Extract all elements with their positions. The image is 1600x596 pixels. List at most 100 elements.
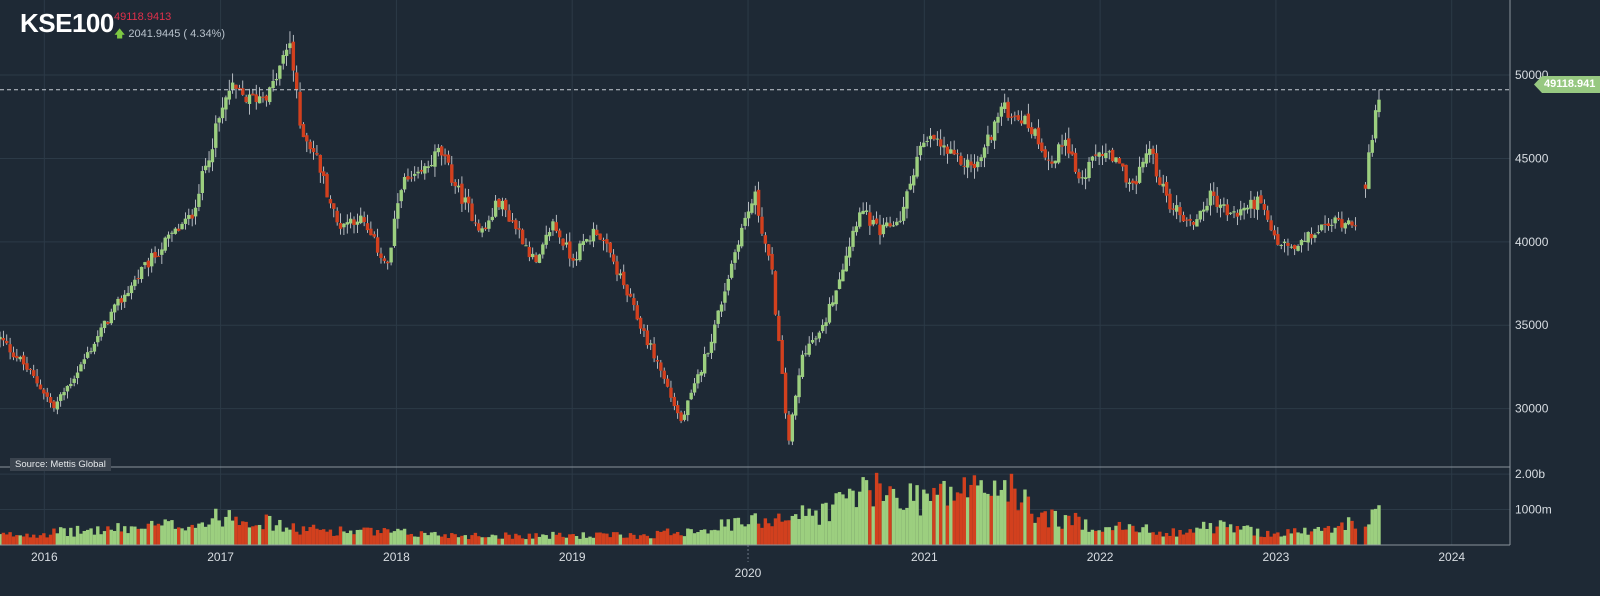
candle-body: [854, 226, 859, 233]
candle-body: [1228, 212, 1233, 214]
volume-bar: [837, 492, 842, 545]
volume-bar: [652, 538, 656, 545]
candle-body: [1373, 110, 1378, 139]
volume-bar: [1377, 505, 1381, 545]
candle-body: [713, 324, 717, 344]
candle-body: [794, 395, 798, 416]
volume-bar: [1094, 530, 1098, 545]
candle-body: [524, 245, 528, 247]
candle-body: [460, 183, 464, 204]
candle-body: [726, 278, 730, 291]
candle-body: [868, 212, 872, 226]
volume-bar: [1289, 533, 1294, 545]
volume-bar: [1100, 531, 1105, 545]
candle-body: [473, 222, 478, 224]
candle-body: [557, 230, 562, 238]
volume-bar: [433, 531, 437, 545]
volume-bar: [237, 525, 242, 545]
volume-bar: [453, 534, 457, 545]
volume-bar: [1110, 530, 1115, 545]
candle-body: [702, 354, 707, 374]
volume-bar: [1286, 529, 1290, 545]
volume-bar: [1333, 527, 1337, 545]
candle-body: [338, 223, 343, 229]
volume-bar: [1363, 526, 1368, 545]
candle-body: [153, 251, 157, 258]
y-tick-label: 45000: [1515, 151, 1549, 165]
candle-body: [173, 228, 178, 234]
candle-body: [1063, 139, 1068, 146]
candle-body: [271, 81, 275, 89]
candle-body: [584, 239, 589, 242]
candle-body: [1185, 219, 1189, 221]
candle-body: [507, 210, 511, 222]
candle-body: [1003, 102, 1007, 109]
volume-bar: [446, 538, 451, 545]
candle-body: [669, 387, 673, 398]
volume-bar: [989, 495, 993, 545]
volume-bar: [949, 486, 953, 545]
candle-body: [1336, 217, 1341, 220]
candle-body: [453, 182, 457, 187]
candle-body: [955, 153, 960, 155]
volume-bar: [1228, 524, 1233, 545]
volume-bar: [591, 537, 596, 545]
volume-bar: [1212, 533, 1216, 545]
volume-bar: [406, 534, 410, 545]
volume-bar: [399, 530, 403, 545]
volume-bar: [1161, 536, 1165, 545]
x-tick-label: 2018: [383, 550, 410, 564]
volume-bar: [969, 484, 973, 545]
volume-bar: [1262, 537, 1267, 545]
candle-body: [109, 311, 113, 324]
volume-bar: [429, 532, 434, 545]
volume-bar: [190, 524, 194, 545]
candle-body: [497, 198, 501, 208]
candle-body: [281, 55, 285, 64]
volume-bar: [1083, 519, 1088, 545]
volume-bar: [750, 515, 754, 545]
volume-bar: [32, 534, 36, 545]
candle-body: [763, 235, 768, 244]
candle-body: [510, 220, 515, 222]
volume-bar: [1232, 532, 1236, 545]
candle-body: [541, 244, 545, 255]
candle-body: [945, 146, 950, 154]
candle-body: [392, 218, 397, 246]
volume-bar: [601, 533, 606, 545]
volume-bar: [935, 494, 940, 545]
candle-body: [342, 223, 346, 228]
volume-bar: [386, 529, 390, 545]
volume-bar: [507, 534, 511, 545]
candle-body: [1046, 159, 1051, 161]
volume-bar: [241, 521, 245, 545]
volume-bar: [1326, 526, 1331, 545]
candle-body: [207, 160, 211, 168]
candle-body: [1016, 115, 1020, 120]
volume-bar: [1030, 513, 1034, 545]
volume-bar: [1235, 526, 1240, 545]
candle-body: [362, 217, 366, 223]
volume-bar: [325, 531, 329, 545]
volume-bar: [878, 483, 882, 545]
candle-body: [1340, 219, 1344, 228]
candle-body: [601, 239, 606, 241]
source-label: Source: Mettis Global: [10, 458, 111, 471]
volume-bar: [595, 532, 599, 545]
candle-body: [69, 383, 73, 387]
candle-body: [790, 414, 795, 442]
candle-body: [864, 210, 869, 212]
volume-bar: [1316, 527, 1320, 545]
volume-bar: [321, 529, 326, 545]
candle-body: [743, 217, 747, 226]
volume-bar: [797, 519, 801, 545]
candle-body: [1040, 142, 1044, 152]
volume-bar: [564, 537, 569, 545]
volume-bar: [568, 534, 572, 545]
volume-bar: [1114, 525, 1118, 545]
candle-body: [750, 203, 754, 213]
candle-body: [1350, 221, 1354, 226]
volume-bar: [1252, 535, 1256, 545]
candle-body: [642, 328, 646, 331]
candle-body: [729, 263, 734, 278]
